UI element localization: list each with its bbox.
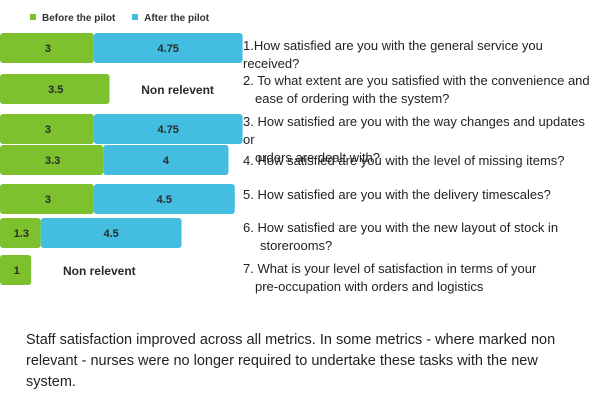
label-before-5: 3: [45, 194, 51, 206]
question-3: 3. How satisfied are you with the way ch…: [243, 113, 598, 167]
label-after-6: 4.5: [103, 228, 118, 240]
bar-before-6: [0, 218, 41, 248]
label-after-5: 4.5: [157, 194, 172, 206]
label-after-7: Non relevent: [63, 264, 136, 278]
bar-after-1: [93, 33, 243, 63]
label-after-4: 4: [163, 155, 170, 167]
caption: Staff satisfaction improved across all m…: [26, 332, 556, 390]
question-6-line-1: 6. How satisfied are you with the new la…: [243, 220, 559, 235]
label-before-7: 1: [14, 265, 20, 277]
bar-before-5: [0, 184, 94, 214]
bar-row-2: 3.5 Non relevent: [0, 74, 234, 104]
bar-after-5: [93, 184, 235, 214]
question-4: 4. How satisfied are you with the level …: [243, 152, 598, 170]
question-2-line-2: ease of ordering with the system?: [255, 91, 450, 106]
question-1-line-1: 1.How satisfied are you with the general…: [243, 38, 543, 71]
bar-row-3: 3 4.75: [0, 114, 243, 144]
label-before-3: 3: [45, 124, 51, 136]
label-before-1: 3: [45, 43, 51, 55]
question-3-line-2: orders are dealt with?: [255, 150, 381, 165]
label-before-2: 3.5: [48, 84, 63, 96]
bar-after-3: [93, 114, 243, 144]
question-3-line-1: 3. How satisfied are you with the way ch…: [243, 114, 585, 147]
bar-after-2: [109, 74, 234, 104]
question-2-line-1: 2. To what extent are you satisfied with…: [243, 73, 590, 88]
bar-row-6: 1.3 4.5: [0, 218, 182, 248]
question-6-line-2: storerooms?: [260, 238, 333, 253]
bar-before-2: [0, 74, 110, 104]
bar-before-7: [0, 255, 32, 285]
legend-item-before: Before the pilot: [30, 13, 115, 24]
legend-swatch-before: [30, 14, 36, 20]
bar-after-6: [40, 218, 182, 248]
label-after-1: 4.75: [158, 43, 179, 55]
label-before-6: 1.3: [14, 228, 29, 240]
question-4-line-1: 4. How satisfied are you with the level …: [243, 153, 565, 168]
legend-item-after: After the pilot: [132, 13, 209, 24]
legend-label-after: After the pilot: [144, 13, 210, 24]
question-5-line-1: 5. How satisfied are you with the delive…: [243, 187, 551, 202]
bar-before-4: [0, 145, 104, 175]
bar-row-5: 3 4.5: [0, 184, 235, 214]
legend-label-before: Before the pilot: [42, 13, 116, 24]
question-7-line-2: pre-occupation with orders and logistics: [255, 279, 484, 294]
bar-row-7: 1 Non relevent: [0, 255, 156, 285]
bar-before-3: [0, 114, 94, 144]
question-6: 6. How satisfied are you with the new la…: [243, 219, 598, 255]
question-1: 1.How satisfied are you with the general…: [243, 37, 598, 73]
bar-row-1: 3 4.75: [0, 33, 243, 63]
question-7: 7. What is your level of satisfaction in…: [243, 260, 598, 296]
bar-after-7: [31, 255, 156, 285]
legend-swatch-after: [132, 14, 139, 20]
bar-before-1: [0, 33, 94, 63]
question-2: 2. To what extent are you satisfied with…: [243, 72, 598, 108]
chart-panel: Before the pilot After the pilot 3 4.75 3.…: [0, 0, 258, 300]
bar-after-4: [103, 145, 229, 175]
bar-row-4: 3.3 4: [0, 145, 229, 175]
label-after-3: 4.75: [158, 124, 179, 136]
label-after-2: Non relevent: [141, 83, 214, 97]
label-before-4: 3.3: [45, 155, 60, 167]
question-5: 5. How satisfied are you with the delive…: [243, 186, 598, 204]
question-7-line-1: 7. What is your level of satisfaction in…: [243, 261, 537, 276]
question-list: 1.How satisfied are you with the general…: [243, 0, 600, 300]
legend: Before the pilot After the pilot: [30, 13, 223, 24]
